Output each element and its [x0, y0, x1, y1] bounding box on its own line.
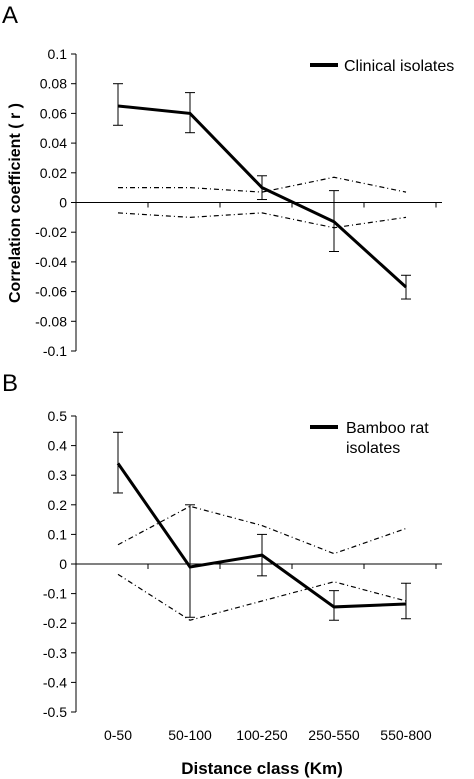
- y-tick-label: 0.3: [48, 467, 68, 483]
- x-tick-label: 0-50: [104, 727, 132, 743]
- x-tick-label: 250-550: [308, 727, 360, 743]
- x-tick-label: 100-250: [236, 727, 288, 743]
- panel-letter: B: [2, 370, 18, 397]
- legend-label: Bamboo rat: [346, 420, 429, 437]
- legend: Clinical isolates: [310, 58, 454, 75]
- y-tick-label: 0.04: [40, 135, 67, 151]
- y-tick-label: -0.4: [43, 674, 67, 690]
- y-tick-label: 0.5: [48, 408, 68, 424]
- y-axis-label: Correlation coefficient ( r ): [7, 103, 24, 303]
- lower-confidence-line: [117, 212, 407, 229]
- y-tick-label: 0.08: [40, 76, 67, 92]
- panel-a: A 0.1 0.08 0.06 0.04 0.02 0 -0.02 -0.04 -0.06 -0.0…: [2, 2, 454, 359]
- legend-label: Clinical isolates: [344, 58, 454, 75]
- y-tick-label: -0.1: [43, 586, 67, 602]
- y-tick-label: 0.06: [40, 105, 67, 121]
- y-tick-label: -0.5: [43, 704, 67, 720]
- y-tick-label: 0.02: [40, 165, 67, 181]
- y-tick-label: 0: [59, 195, 67, 211]
- y-tick-label: -0.06: [35, 284, 67, 300]
- y-tick-label: -0.02: [35, 224, 67, 240]
- upper-confidence-line: [117, 505, 407, 555]
- x-axis-label: Distance class (Km): [181, 759, 343, 778]
- y-tick-label: -0.1: [43, 343, 67, 359]
- y-tick-label: -0.08: [35, 313, 67, 329]
- y-tick-label: 0.1: [48, 526, 68, 542]
- x-tick-label: 550-800: [380, 727, 432, 743]
- y-tick-label: 0: [59, 556, 67, 572]
- y-tick-label: 0.2: [48, 497, 68, 513]
- legend-label: isolates: [346, 440, 400, 457]
- y-tick-label: -0.3: [43, 645, 67, 661]
- panel-letter: A: [2, 2, 18, 29]
- y-tick-label: 0.4: [48, 438, 68, 454]
- lower-confidence-line: [117, 573, 407, 621]
- y-tick-label: -0.04: [35, 254, 67, 270]
- y-tick-label: 0.1: [48, 46, 68, 62]
- panel-b: B 0.5 0.4 0.3 0.2 0.1 0 -0.1 -0.2 -0.3 -0.4 -0.5 Bam…: [2, 370, 442, 720]
- y-tick-label: -0.2: [43, 615, 67, 631]
- legend: Bamboo rat isolates: [310, 420, 429, 457]
- x-tick-label: 50-100: [168, 727, 212, 743]
